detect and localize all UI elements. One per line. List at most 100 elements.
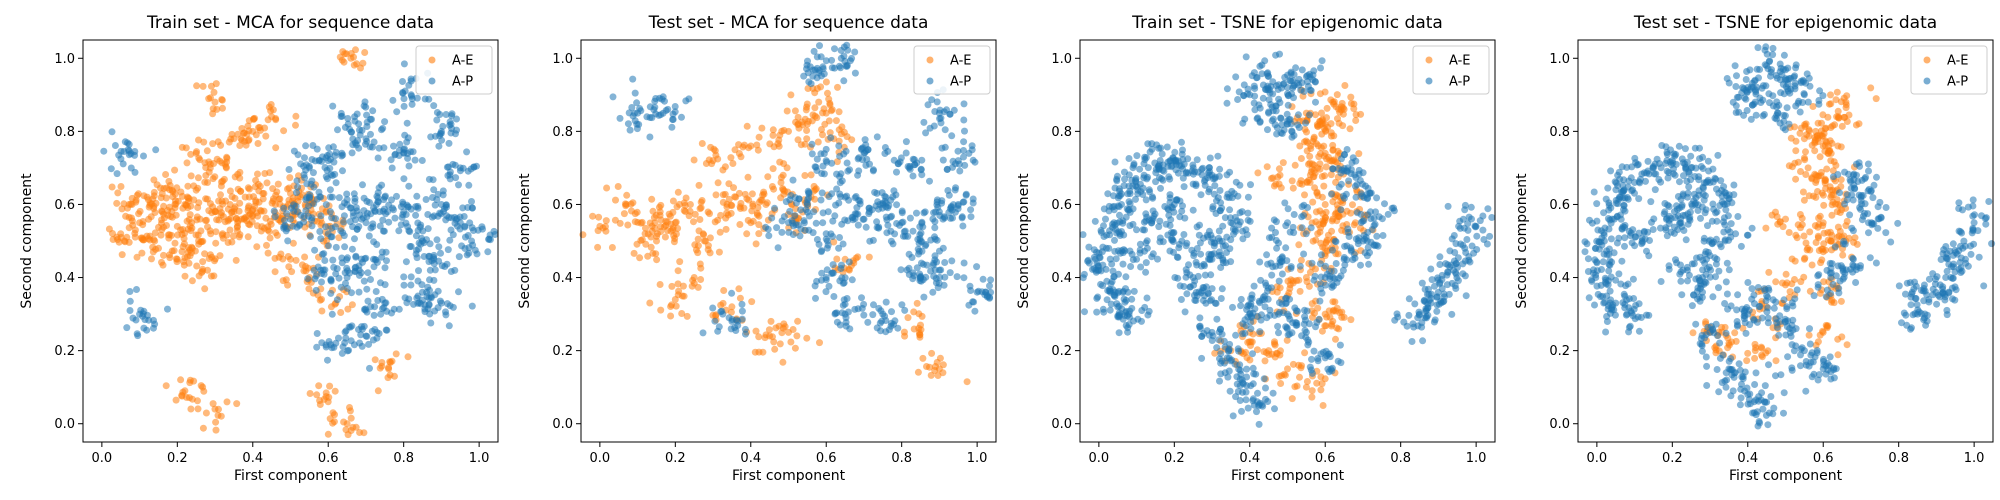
data-point	[244, 233, 252, 241]
data-point	[360, 277, 368, 285]
data-point	[1830, 191, 1837, 199]
data-point	[778, 228, 786, 236]
data-point	[395, 305, 403, 313]
data-point	[738, 300, 746, 308]
data-point	[348, 301, 356, 309]
data-point	[1245, 338, 1253, 346]
data-point	[1709, 293, 1717, 301]
data-point	[1763, 398, 1771, 406]
data-point	[1730, 373, 1738, 381]
data-point	[413, 192, 421, 200]
data-point	[1723, 290, 1731, 298]
data-point	[309, 142, 317, 149]
data-point	[366, 143, 374, 151]
data-point	[1744, 231, 1752, 239]
data-point	[740, 204, 748, 212]
data-point	[1236, 218, 1244, 226]
data-point	[1085, 243, 1093, 251]
data-point	[1137, 263, 1145, 271]
data-point	[1786, 288, 1794, 296]
data-point	[1230, 190, 1238, 198]
data-point	[1722, 206, 1730, 214]
data-points	[100, 46, 499, 439]
data-point	[1741, 387, 1749, 395]
data-point	[789, 176, 797, 184]
data-point	[1834, 142, 1842, 150]
data-point	[819, 219, 827, 227]
data-point	[1698, 347, 1706, 355]
data-point	[1270, 216, 1278, 224]
chart-panel-4: Test set - TSNE for epigenomic data0.00.…	[1514, 13, 1996, 484]
data-point	[276, 195, 284, 203]
data-point	[162, 194, 170, 202]
data-point	[211, 173, 219, 181]
data-point	[1205, 188, 1213, 196]
data-point	[1748, 224, 1756, 232]
data-point	[332, 243, 340, 251]
data-point	[1198, 287, 1206, 295]
data-point	[375, 184, 383, 192]
data-point	[1095, 249, 1103, 257]
data-point	[838, 309, 846, 317]
data-point	[1133, 226, 1140, 234]
data-point	[1334, 357, 1342, 365]
data-point	[1332, 335, 1339, 343]
data-point	[1357, 261, 1364, 269]
data-point	[209, 110, 217, 118]
data-point	[822, 276, 830, 284]
data-point	[771, 204, 778, 212]
data-point	[150, 316, 157, 324]
data-point	[1705, 263, 1713, 271]
data-point	[324, 356, 331, 364]
x-axis-label: First component	[1231, 468, 1345, 484]
data-point	[1802, 239, 1810, 247]
data-point	[1152, 165, 1160, 173]
data-point	[328, 310, 336, 318]
data-point	[794, 113, 802, 121]
data-point	[1345, 177, 1353, 185]
data-point	[1307, 87, 1315, 95]
data-point	[439, 122, 447, 130]
data-point	[1721, 323, 1729, 331]
data-point	[263, 179, 271, 187]
data-point	[463, 251, 471, 259]
legend-marker-A-P	[428, 77, 436, 85]
data-point	[1289, 223, 1297, 231]
data-point	[1253, 408, 1260, 416]
y-tick-label: 0.8	[552, 125, 573, 140]
data-point	[1142, 239, 1150, 247]
data-point	[1218, 330, 1226, 338]
data-point	[121, 238, 129, 246]
data-point	[222, 197, 230, 205]
data-point	[1254, 114, 1262, 122]
data-point	[902, 149, 910, 157]
data-point	[1815, 172, 1823, 180]
data-point	[1251, 92, 1259, 100]
data-point	[731, 324, 739, 331]
data-point	[338, 259, 346, 267]
data-point	[910, 325, 918, 333]
data-point	[1802, 148, 1809, 156]
data-point	[1322, 208, 1330, 216]
data-point	[1226, 168, 1234, 176]
data-point	[1318, 109, 1325, 117]
data-point	[716, 228, 724, 236]
data-point	[1419, 337, 1427, 345]
data-point	[1293, 382, 1301, 390]
y-tick-label: 0.0	[552, 417, 573, 432]
data-point	[380, 205, 388, 213]
data-point	[1258, 70, 1266, 78]
data-point	[485, 235, 493, 243]
data-point	[1263, 163, 1271, 171]
data-point	[252, 131, 260, 139]
data-point	[451, 161, 459, 169]
data-point	[340, 212, 348, 220]
data-point	[1461, 206, 1469, 214]
data-point	[1128, 295, 1136, 303]
data-point	[1285, 312, 1293, 320]
data-point	[292, 121, 299, 129]
data-point	[1316, 150, 1324, 158]
data-point	[1265, 108, 1273, 116]
data-point	[431, 201, 439, 209]
y-tick-label: 0.0	[54, 417, 75, 432]
